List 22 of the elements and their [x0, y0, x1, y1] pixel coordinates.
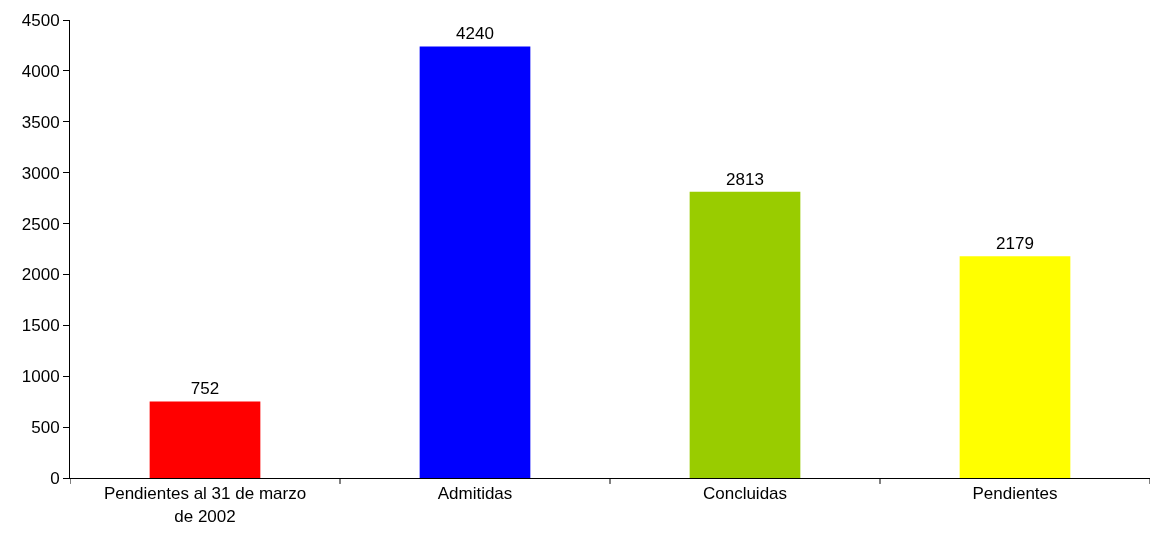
y-tick-label: 1500: [21, 316, 60, 336]
data-label: 752: [190, 379, 220, 399]
bar: [959, 256, 1071, 478]
y-tick-label: 1000: [21, 367, 60, 387]
x-tick-label: Pendientes: [972, 484, 1058, 504]
bar: [149, 401, 261, 478]
y-tick-label: 3500: [21, 112, 60, 132]
x-tick-label: Pendientes al 31 de marzo de 2002: [103, 484, 307, 526]
data-label: 4240: [456, 24, 494, 44]
x-tick-label: Concluidas: [702, 484, 788, 504]
bar: [419, 46, 531, 478]
y-tick-label: 500: [31, 418, 60, 438]
data-label: 2813: [726, 169, 764, 189]
bar: [689, 191, 801, 478]
y-tick-label: 2500: [21, 214, 60, 234]
data-label: 2179: [996, 234, 1034, 254]
y-tick-label: 2000: [21, 265, 60, 285]
y-tick-label: 3000: [21, 163, 60, 183]
y-tick-label: 4500: [21, 10, 60, 30]
y-tick-label: 4000: [21, 61, 60, 81]
x-tick-label: Admitidas: [437, 484, 513, 504]
y-tick-label: 0: [50, 468, 60, 488]
